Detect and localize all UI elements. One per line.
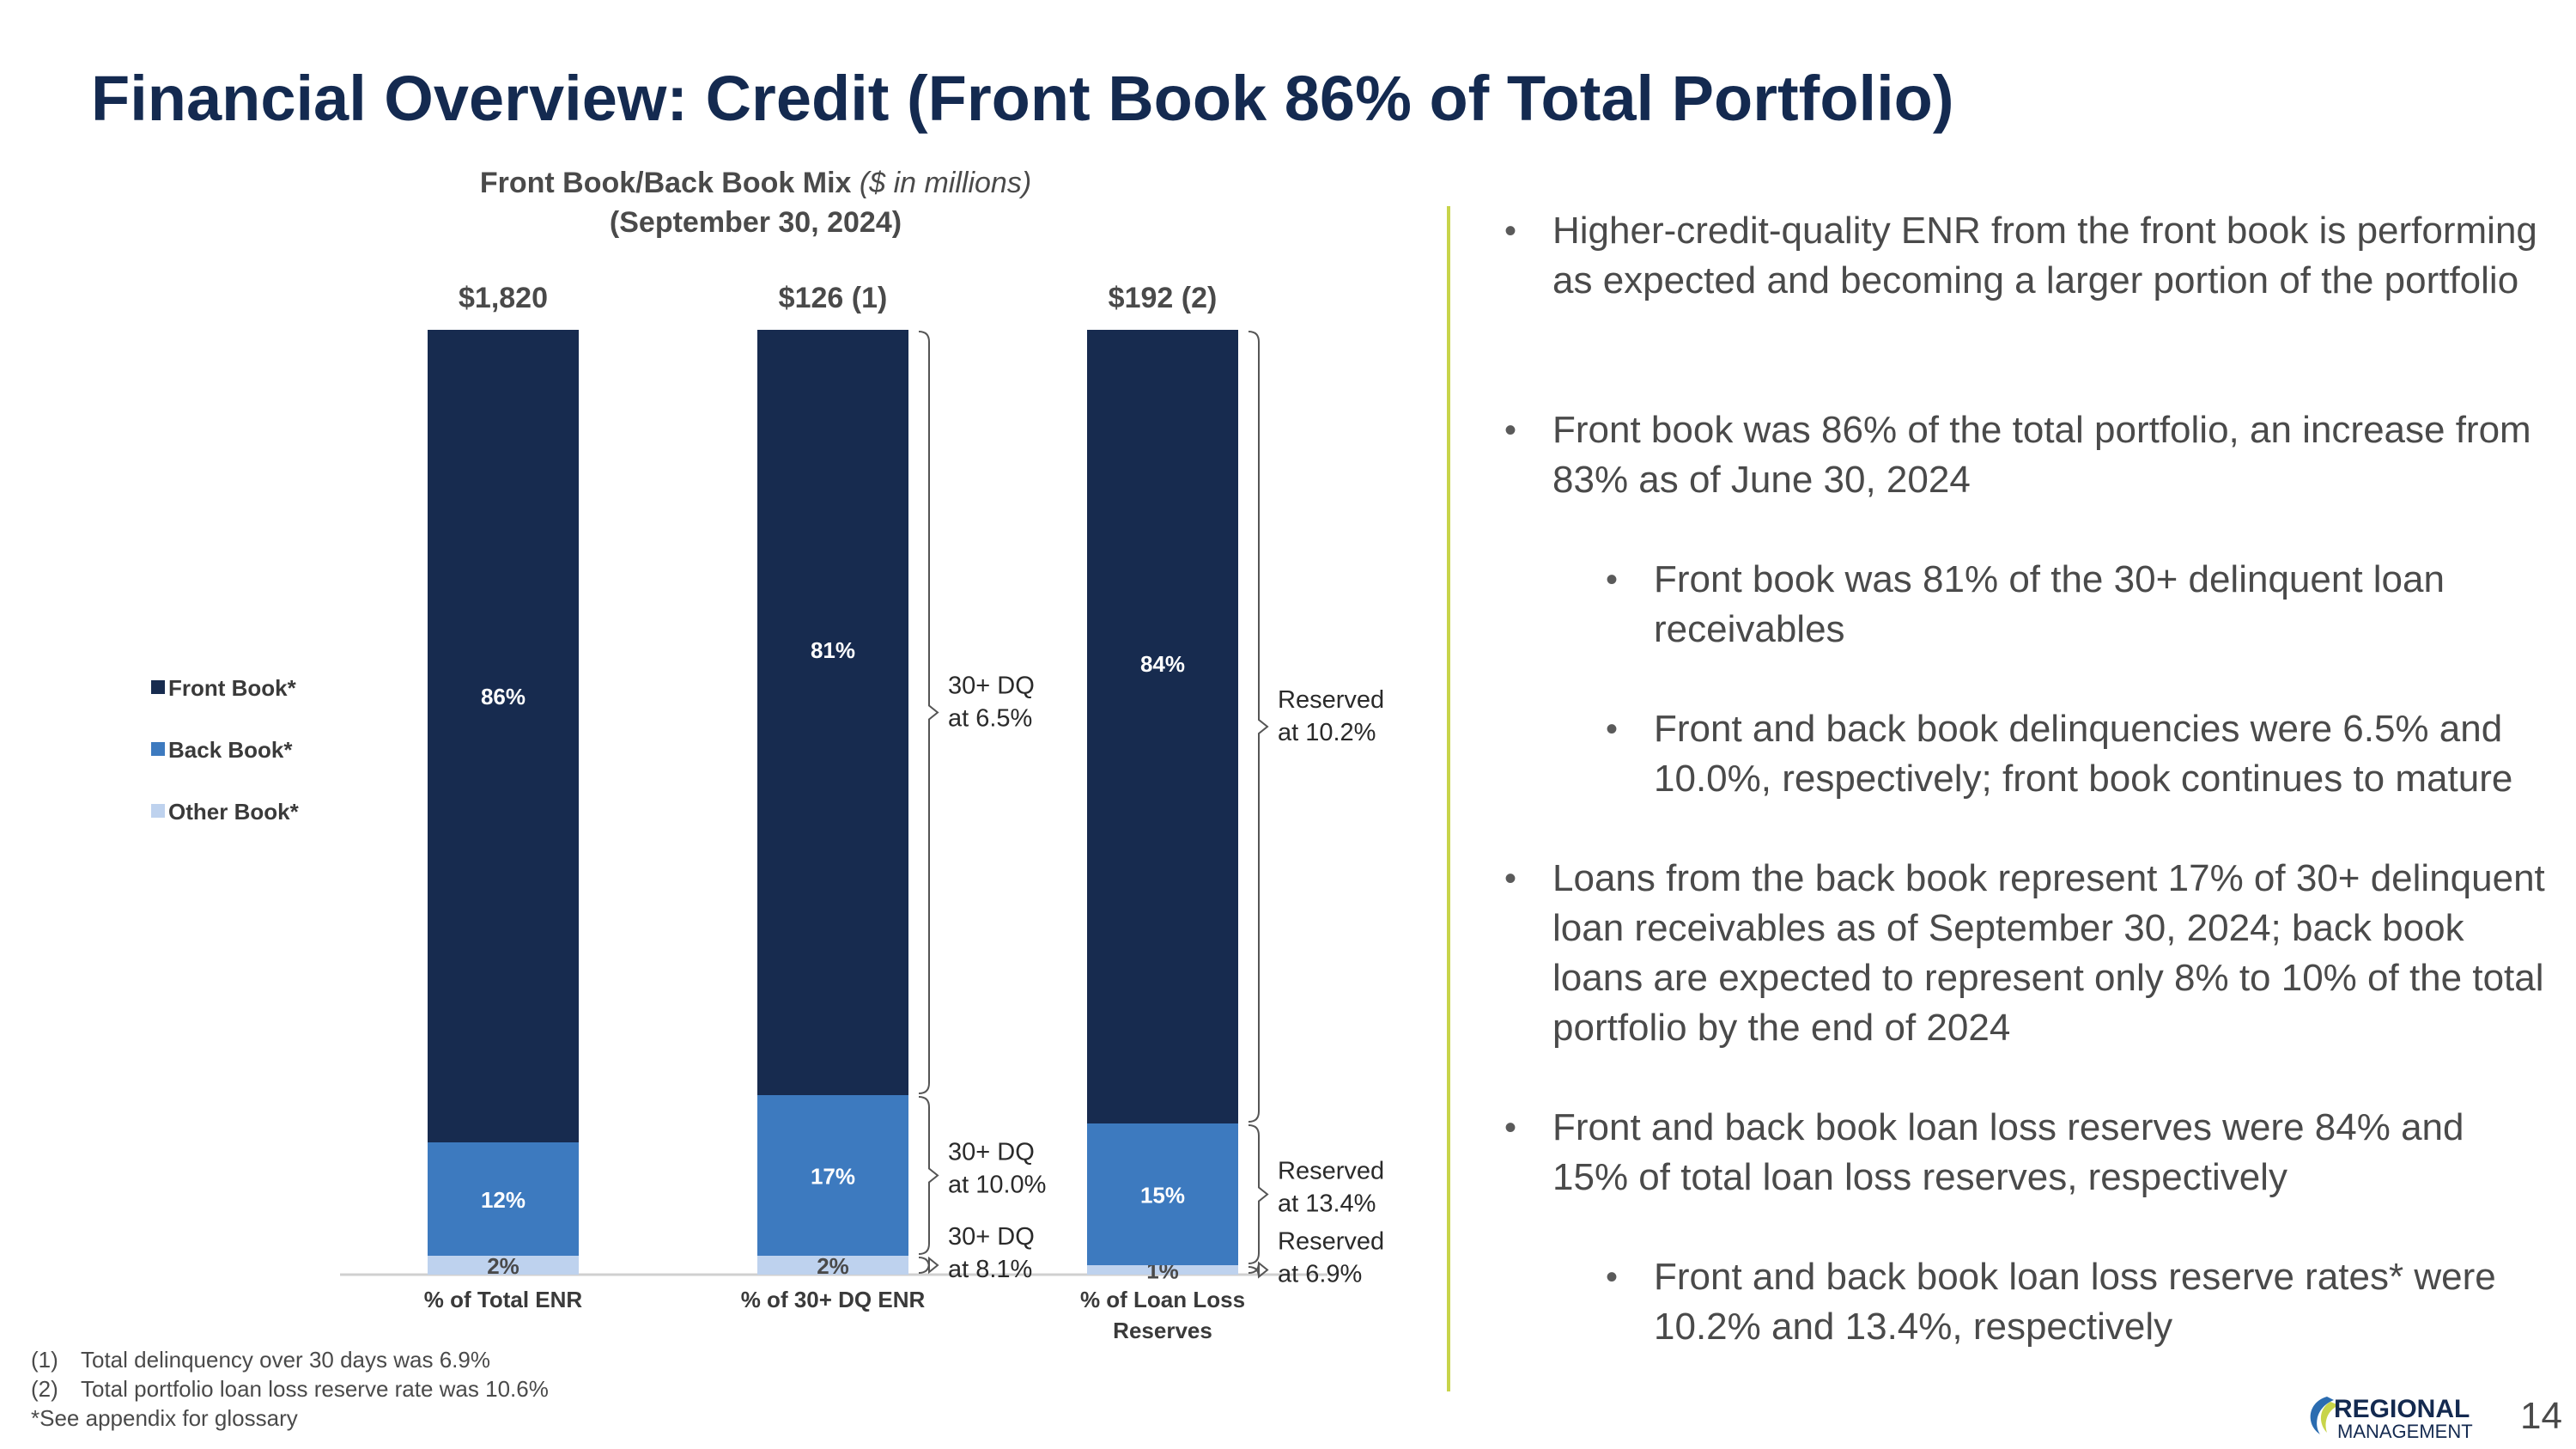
annotation-bracket	[918, 1096, 939, 1255]
bar-segment-other-book	[428, 1256, 579, 1275]
vertical-divider	[1447, 206, 1450, 1391]
legend-label: Other Book*	[168, 799, 300, 825]
bullet-item: Loans from the back book represent 17% o…	[1504, 854, 2549, 1053]
legend-swatch	[151, 742, 165, 756]
logo-text-line1: REGIONAL	[2334, 1395, 2470, 1423]
bar-data-label: 17%	[811, 1164, 855, 1190]
legend-label: Front Book*	[168, 675, 297, 701]
bar-data-label: 12%	[481, 1187, 526, 1213]
annotation-bracket	[1248, 1124, 1269, 1264]
annotation-text: at 6.5%	[948, 705, 1032, 733]
annotation-text: 30+ DQ	[948, 1139, 1035, 1166]
annotation-text: 30+ DQ	[948, 1223, 1035, 1251]
annotation-text: 30+ DQ	[948, 673, 1035, 700]
bar-data-label: 84%	[1140, 651, 1185, 677]
bar-total-label: $126 (1)	[779, 282, 888, 314]
footnote-text: Total delinquency over 30 days was 6.9%	[81, 1347, 490, 1373]
bar-data-label: 86%	[481, 684, 526, 709]
bar-total-label: $192 (2)	[1109, 282, 1218, 314]
chart-title-main: Front Book/Back Book Mix	[479, 167, 852, 199]
annotation-text: Reserved	[1278, 1228, 1384, 1256]
bar-data-label: 81%	[811, 637, 855, 663]
bar-data-label: 2%	[817, 1253, 849, 1279]
annotation-text: at 8.1%	[948, 1256, 1032, 1283]
footnote-glossary: *See appendix for glossary	[31, 1405, 298, 1431]
annotation-text: Reserved	[1278, 686, 1384, 714]
annotation-bracket	[1248, 1261, 1269, 1279]
bar-segment-back-book	[1087, 1123, 1238, 1265]
bar-segment-other-book	[757, 1256, 908, 1275]
x-tick-label: % of Loan Loss	[1080, 1287, 1245, 1312]
chart-title: Front Book/Back Book Mix ($ in millions)	[343, 163, 1168, 203]
legend-label: Back Book*	[168, 737, 293, 763]
footnote-number: (2)	[31, 1376, 58, 1402]
footnote-2: (2) Total portfolio loan loss reserve rat…	[31, 1374, 549, 1403]
footnotes: (1) Total delinquency over 30 days was 6.…	[31, 1345, 549, 1433]
logo-text-line2: MANAGEMENT	[2337, 1421, 2473, 1441]
annotation-bracket	[918, 331, 939, 1094]
annotation-text: at 10.0%	[948, 1172, 1046, 1199]
legend-swatch	[151, 680, 165, 694]
bullet-item: Front book was 86% of the total portfoli…	[1504, 405, 2549, 505]
annotation-text: at 6.9%	[1278, 1261, 1362, 1288]
annotation-text: Reserved	[1278, 1158, 1384, 1185]
bullet-item: Higher-credit-quality ENR from the front…	[1504, 206, 2549, 306]
slide-title: Financial Overview: Credit (Front Book 8…	[91, 63, 1954, 134]
footnote-1: (1) Total delinquency over 30 days was 6.…	[31, 1345, 549, 1374]
chart-title-units: ($ in millions)	[859, 167, 1032, 199]
bar-segment-front-book	[428, 330, 579, 1142]
bar-segment-front-book	[757, 330, 908, 1095]
bar-total-label: $1,820	[459, 282, 548, 314]
bullet-subitem: Front and back book loan loss reserve ra…	[1606, 1252, 2547, 1352]
regional-management-logo: REGIONAL MANAGEMENT	[2310, 1395, 2473, 1441]
stacked-bar-chart: 2% 12% 86% $1,820 % of Total ENR 2% 17% 81% $126…	[151, 282, 1384, 1343]
legend-swatch	[151, 804, 165, 818]
bullet-subitem: Front book was 81% of the 30+ delinquent…	[1606, 555, 2547, 654]
annotation-text: at 10.2%	[1278, 719, 1376, 746]
footnote-text: Total portfolio loan loss reserve rate w…	[81, 1376, 549, 1402]
bar-segment-back-book	[757, 1095, 908, 1256]
bar-data-label: 2%	[487, 1253, 519, 1279]
bar-segment-back-book	[428, 1142, 579, 1256]
x-tick-label: % of 30+ DQ ENR	[741, 1287, 926, 1312]
bullet-subitem: Front and back book delinquencies were 6…	[1606, 704, 2547, 804]
x-tick-label: Reserves	[1113, 1318, 1212, 1343]
footnote-number: (1)	[31, 1347, 58, 1373]
annotation-bracket	[918, 1256, 939, 1275]
bullet-item: Front and back book loan loss reserves w…	[1504, 1103, 2549, 1202]
bar-segment-other-book	[1087, 1265, 1238, 1275]
annotation-bracket	[1248, 331, 1269, 1123]
bar-data-label: 15%	[1140, 1183, 1185, 1209]
annotation-text: at 13.4%	[1278, 1190, 1376, 1218]
x-tick-label: % of Total ENR	[424, 1287, 583, 1312]
chart-subtitle: (September 30, 2024)	[609, 206, 902, 239]
bar-segment-front-book	[1087, 330, 1238, 1123]
page-number: 14	[2520, 1395, 2562, 1437]
regional-swoosh-icon	[2310, 1397, 2334, 1434]
